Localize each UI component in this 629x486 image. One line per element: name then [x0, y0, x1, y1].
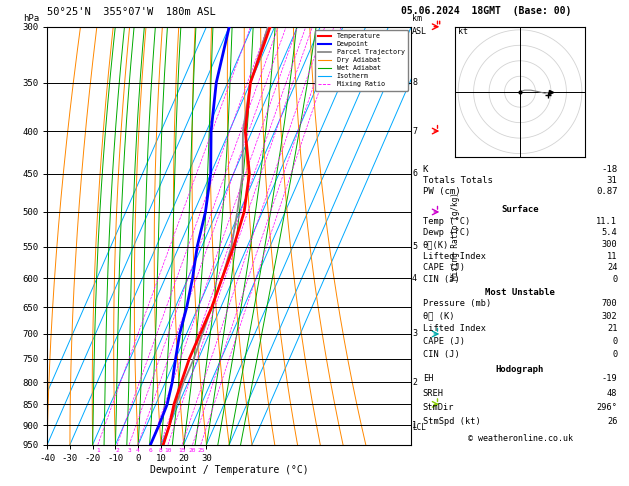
Text: LCL: LCL: [412, 423, 426, 433]
Text: 20: 20: [189, 448, 196, 453]
Text: 25: 25: [197, 448, 204, 453]
Text: SREH: SREH: [423, 389, 443, 398]
Text: 6: 6: [149, 448, 153, 453]
Text: Totals Totals: Totals Totals: [423, 176, 493, 185]
Text: 5.4: 5.4: [601, 228, 618, 238]
Text: Temp (°C): Temp (°C): [423, 217, 470, 226]
Text: © weatheronline.co.uk: © weatheronline.co.uk: [467, 434, 572, 443]
Text: Dewp (°C): Dewp (°C): [423, 228, 470, 238]
Text: 21: 21: [607, 324, 618, 333]
Text: 50°25'N  355°07'W  180m ASL: 50°25'N 355°07'W 180m ASL: [47, 7, 216, 17]
Text: Mixing Ratio (g/kg): Mixing Ratio (g/kg): [452, 192, 460, 279]
Text: 11: 11: [607, 252, 618, 260]
Text: 10: 10: [164, 448, 172, 453]
Text: Surface: Surface: [501, 205, 539, 214]
Text: 1: 1: [96, 448, 100, 453]
Text: 2: 2: [115, 448, 119, 453]
Text: CIN (J): CIN (J): [423, 350, 459, 359]
Text: kt: kt: [458, 28, 468, 36]
Text: ASL: ASL: [412, 27, 427, 36]
Text: 2: 2: [412, 378, 417, 387]
Text: StmSpd (kt): StmSpd (kt): [423, 417, 481, 426]
Text: 48: 48: [607, 389, 618, 398]
Text: 6: 6: [412, 169, 417, 178]
X-axis label: Dewpoint / Temperature (°C): Dewpoint / Temperature (°C): [150, 466, 309, 475]
Text: 11.1: 11.1: [596, 217, 618, 226]
Text: EH: EH: [423, 375, 433, 383]
Text: 5: 5: [412, 242, 417, 251]
Text: 300: 300: [601, 240, 618, 249]
Text: StmDir: StmDir: [423, 403, 454, 412]
Text: 8: 8: [412, 78, 417, 87]
Text: 3: 3: [412, 330, 417, 338]
Text: 0: 0: [612, 350, 618, 359]
Text: 24: 24: [607, 263, 618, 272]
Text: CIN (J): CIN (J): [423, 275, 459, 284]
Text: 700: 700: [601, 299, 618, 308]
Text: θᴇ (K): θᴇ (K): [423, 312, 454, 321]
Text: 4: 4: [412, 274, 417, 282]
Text: -19: -19: [601, 375, 618, 383]
Text: 1: 1: [412, 420, 417, 430]
Text: hPa: hPa: [23, 14, 40, 22]
Text: θᴇ(K): θᴇ(K): [423, 240, 449, 249]
Text: 0.87: 0.87: [596, 187, 618, 196]
Text: CAPE (J): CAPE (J): [423, 337, 465, 346]
Text: 4: 4: [136, 448, 140, 453]
Text: 0: 0: [612, 337, 618, 346]
Text: CAPE (J): CAPE (J): [423, 263, 465, 272]
Text: 296°: 296°: [596, 403, 618, 412]
Text: 8: 8: [159, 448, 162, 453]
Text: 31: 31: [606, 176, 618, 185]
Text: Lifted Index: Lifted Index: [423, 252, 486, 260]
Text: 302: 302: [601, 312, 618, 321]
Legend: Temperature, Dewpoint, Parcel Trajectory, Dry Adiabat, Wet Adiabat, Isotherm, Mi: Temperature, Dewpoint, Parcel Trajectory…: [314, 30, 408, 91]
Text: K: K: [423, 166, 428, 174]
Text: Hodograph: Hodograph: [496, 364, 544, 374]
Text: Most Unstable: Most Unstable: [485, 288, 555, 297]
Text: Lifted Index: Lifted Index: [423, 324, 486, 333]
Text: 26: 26: [607, 417, 618, 426]
Text: Pressure (mb): Pressure (mb): [423, 299, 491, 308]
Text: PW (cm): PW (cm): [423, 187, 460, 196]
Text: -18: -18: [601, 166, 618, 174]
Text: 0: 0: [612, 275, 618, 284]
Text: 3: 3: [127, 448, 131, 453]
Text: 15: 15: [179, 448, 186, 453]
Text: 05.06.2024  18GMT  (Base: 00): 05.06.2024 18GMT (Base: 00): [401, 5, 572, 16]
Text: 7: 7: [412, 126, 417, 136]
Text: km: km: [412, 14, 422, 22]
